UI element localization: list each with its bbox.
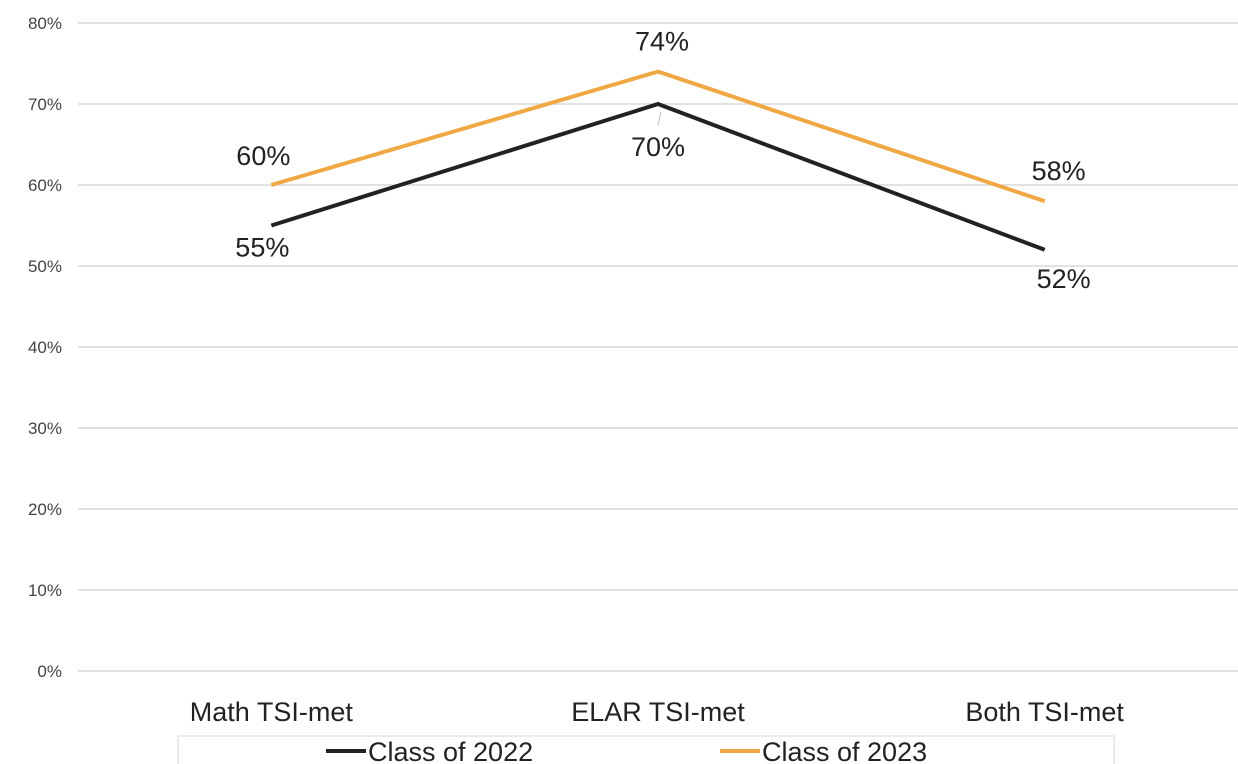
y-axis-ticks: 0% 10% 20% 30% 40% 50% 60% 70% 80% <box>28 14 62 681</box>
legend-label-2: Class of 2023 <box>762 737 927 764</box>
y-tick-label: 10% <box>28 581 62 600</box>
y-tick-label: 40% <box>28 338 62 357</box>
leader-line <box>657 111 662 126</box>
legend-label-1: Class of 2022 <box>368 737 533 764</box>
y-tick-label: 70% <box>28 95 62 114</box>
y-tick-label: 20% <box>28 500 62 519</box>
y-tick-label: 30% <box>28 419 62 438</box>
x-tick-label: ELAR TSI-met <box>571 697 745 727</box>
x-tick-label: Both TSI-met <box>965 697 1124 727</box>
data-label: 55% <box>235 233 289 263</box>
data-label: 58% <box>1032 156 1086 186</box>
x-tick-label: Math TSI-met <box>190 697 354 727</box>
y-tick-label: 0% <box>37 662 62 681</box>
data-label: 70% <box>631 132 685 162</box>
data-label: 52% <box>1037 264 1091 294</box>
x-axis-ticks: Math TSI-met ELAR TSI-met Both TSI-met <box>190 697 1125 727</box>
data-labels: 55% 70% 52% 60% 74% 58% <box>235 27 1090 294</box>
series-lines <box>270 69 1046 252</box>
y-tick-label: 60% <box>28 176 62 195</box>
series-line-2 <box>270 69 1046 204</box>
y-tick-label: 80% <box>28 14 62 33</box>
data-label: 60% <box>236 141 290 171</box>
gridlines <box>78 22 1238 672</box>
y-tick-label: 50% <box>28 257 62 276</box>
data-label: 74% <box>635 27 689 57</box>
series-line-1 <box>270 101 1046 252</box>
legend: Class of 2022 Class of 2023 <box>177 735 1115 764</box>
